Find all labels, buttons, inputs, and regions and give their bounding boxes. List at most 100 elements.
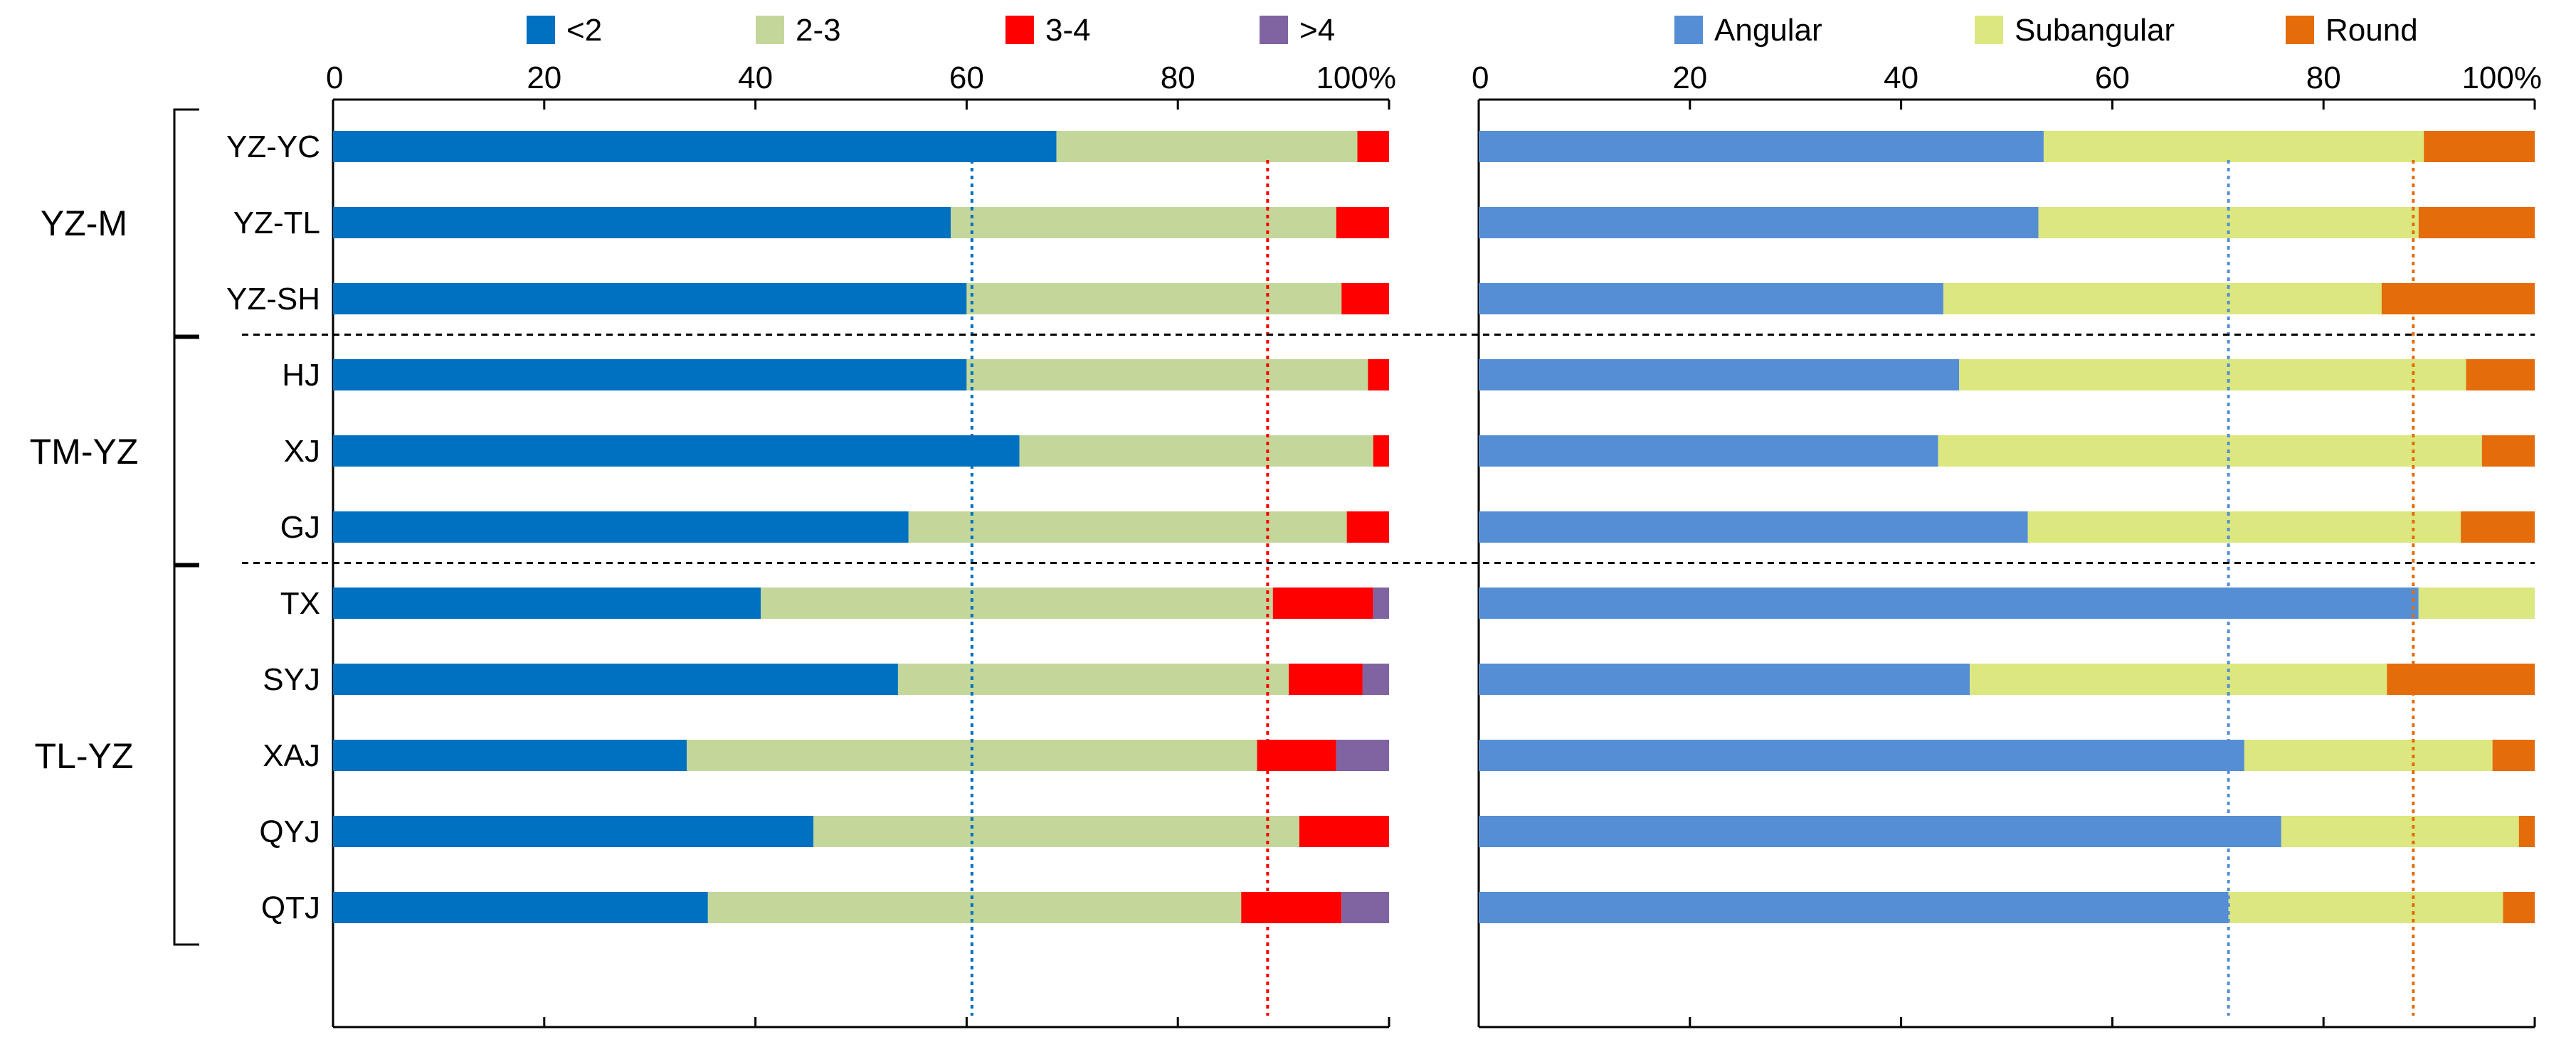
bar-qtj-angular [1479,892,2229,923]
category-label-qyj: QYJ [259,814,320,849]
bar-xaj-angular [1479,740,2244,771]
bar-qtj-2-3 [707,892,1242,923]
bar-syj-lt2 [333,664,898,695]
group-bracket-tm-yz [173,336,199,565]
bar-hj-3-4 [1368,359,1389,390]
bar-gj-subangular [2027,511,2461,543]
bar-xaj-subangular [2244,740,2493,771]
bar-syj-2-3 [897,664,1289,695]
category-label-syj: SYJ [263,662,320,697]
bar-tx-3-4 [1272,588,1373,619]
category-label-yz-tl: YZ-TL [233,206,320,240]
panel-grain-size: 0 20 40 60 80 100% YZ-YC YZ-TL YZ-SH HJ XJ GJ TX SYJ X… [226,60,1396,1028]
legend-swatch-3-4 [1005,16,1034,44]
bar-qyj-subangular [2281,816,2519,847]
bar-qyj-3-4 [1299,816,1389,847]
bar-yz-sh-subangular [1943,283,2382,314]
legend-label-lt2: <2 [566,13,602,48]
bar-gj-angular [1479,511,2028,543]
category-label-qtj: QTJ [261,891,320,925]
bar-xaj-round [2492,740,2535,771]
x-tick-label: 60 [949,60,984,95]
x-tick-label: 0 [1472,60,1489,95]
x-tick-label: 80 [2306,60,2341,95]
category-label-tx: TX [280,586,320,621]
bar-syj-round [2387,664,2535,695]
bar-qtj-lt2 [333,892,708,923]
bar-syj-gt4 [1362,664,1389,695]
legend-label-3-4: 3-4 [1045,13,1091,48]
bar-yz-tl-angular [1479,207,2039,238]
bar-syj-angular [1479,664,1970,695]
bar-hj-2-3 [966,359,1368,390]
bar-qyj-round [2518,816,2535,847]
bar-qyj-angular [1479,816,2281,847]
legend-swatch-subangular [1975,16,2003,44]
group-label-yz-m: YZ-M [41,203,127,243]
category-label-yz-sh: YZ-SH [226,282,320,317]
bar-xj-round [2481,435,2535,467]
legend-swatch-lt2 [527,16,555,44]
bar-hj-subangular [1959,359,2466,390]
bar-yz-yc-angular [1479,131,2044,162]
group-label-tm-yz: TM-YZ [30,432,139,472]
x-tick-label: 100% [2461,60,2542,95]
bar-yz-tl-lt2 [333,207,951,238]
x-tick-label: 60 [2095,60,2130,95]
bar-xaj-lt2 [333,740,687,771]
bar-tx-gt4 [1373,588,1389,619]
legend-label-round: Round [2326,13,2418,48]
bar-qtj-gt4 [1341,892,1389,923]
bar-hj-angular [1479,359,1960,390]
bar-yz-yc-3-4 [1357,131,1389,162]
bar-yz-sh-angular [1479,283,1943,314]
legend-swatch-gt4 [1260,16,1288,44]
bar-qyj-2-3 [813,816,1299,847]
x-tick-label: 0 [326,60,343,95]
bar-xj-3-4 [1373,435,1389,467]
bar-yz-tl-2-3 [951,207,1336,238]
bar-tx-lt2 [333,588,761,619]
panel-roundness: 0 20 40 60 80 100% [1472,60,2542,1028]
bar-yz-yc-round [2424,131,2535,162]
bar-hj-lt2 [333,359,967,390]
category-label-gj: GJ [280,510,320,545]
bar-tx-2-3 [761,588,1273,619]
x-tick-label: 40 [738,60,773,95]
group-bracket-tl-yz [173,565,199,946]
x-tick-label: 80 [1161,60,1195,95]
bar-gj-2-3 [908,511,1347,543]
bar-gj-round [2461,511,2535,543]
bar-yz-yc-lt2 [333,131,1057,162]
bar-yz-sh-2-3 [966,283,1342,314]
bar-yz-yc-subangular [2043,131,2424,162]
bar-gj-3-4 [1346,511,1389,543]
bar-qtj-round [2503,892,2535,923]
bar-xj-angular [1479,435,1938,467]
legend-swatch-angular [1674,16,1703,44]
bar-xaj-gt4 [1336,740,1389,771]
bar-yz-tl-round [2418,207,2535,238]
bar-yz-sh-3-4 [1341,283,1389,314]
x-tick-label: 100% [1316,60,1396,95]
category-label-xaj: XAJ [263,738,320,773]
bar-syj-3-4 [1289,664,1363,695]
group-separators [242,334,2535,564]
bar-gj-lt2 [333,511,909,543]
category-label-hj: HJ [282,358,320,393]
bar-syj-subangular [1970,664,2387,695]
bar-yz-yc-2-3 [1056,131,1358,162]
legend-label-2-3: 2-3 [796,13,841,48]
category-label-yz-yc: YZ-YC [226,129,320,164]
legend-swatch-2-3 [756,16,784,44]
legend-label-angular: Angular [1714,13,1822,48]
bar-yz-sh-lt2 [333,283,967,314]
bar-qtj-3-4 [1241,892,1342,923]
bar-qyj-lt2 [333,816,814,847]
legend-label-subangular: Subangular [2015,13,2175,48]
group-label-tl-yz: TL-YZ [35,736,134,776]
legend: <2 2-3 3-4 >4 Angular Subangular Round [527,13,2418,48]
x-tick-label: 20 [1672,60,1707,95]
bar-yz-sh-round [2381,283,2535,314]
